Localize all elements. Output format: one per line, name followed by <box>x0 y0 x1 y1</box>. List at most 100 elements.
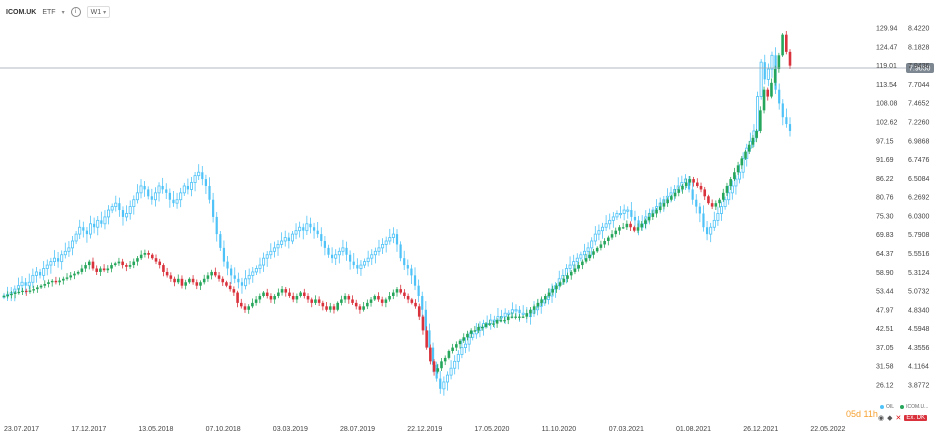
candle-body <box>699 185 703 190</box>
candle-body <box>299 292 302 297</box>
y-tick-label: 119.01 <box>876 63 897 70</box>
candle-body <box>345 247 348 255</box>
candle-body <box>280 289 284 293</box>
candle-body <box>280 240 284 245</box>
candle-body <box>582 250 586 256</box>
candle-body <box>403 292 406 297</box>
candle-body <box>579 254 583 259</box>
candle-body <box>186 185 189 190</box>
candle-body <box>121 210 125 217</box>
candle-body <box>63 250 67 256</box>
candle-body <box>125 213 129 218</box>
candle-body <box>421 316 425 331</box>
candle-body <box>756 96 760 132</box>
legend-item-icom[interactable]: ICOM.U... <box>900 404 928 410</box>
candle-body <box>636 227 640 231</box>
candle-body <box>298 226 302 232</box>
candle-body <box>180 278 184 286</box>
candle-body <box>150 196 153 200</box>
candle-body <box>89 223 93 235</box>
y2-tick-label: 7.9436 <box>908 63 930 70</box>
candle-body <box>45 264 49 269</box>
candle-body <box>710 203 714 207</box>
candle-body <box>506 316 510 321</box>
candle-body <box>290 233 294 242</box>
candle-body <box>199 282 202 286</box>
candle-body <box>80 268 84 272</box>
candle-body <box>736 165 740 173</box>
candle-body <box>734 178 738 187</box>
candle-body <box>597 230 601 235</box>
candle-body <box>759 61 763 97</box>
candle-body <box>618 227 621 231</box>
candle-body <box>391 292 395 297</box>
legend-item-oil[interactable]: OIL <box>880 404 894 410</box>
candle-body <box>347 296 351 300</box>
candle-body <box>243 306 247 310</box>
candle-body <box>601 226 605 232</box>
diamond-icon[interactable]: ◆ <box>887 415 893 422</box>
candle-body <box>47 282 50 284</box>
candle-body <box>320 234 323 241</box>
y-tick-label: 42.51 <box>876 326 894 333</box>
candle-body <box>566 275 569 279</box>
candle-body <box>492 319 496 322</box>
candle-body <box>417 285 420 297</box>
candle-body <box>721 192 725 200</box>
candle-body <box>555 285 558 290</box>
candle-body <box>76 271 80 274</box>
candle-body <box>169 275 173 279</box>
candle-body <box>212 199 215 217</box>
candle-body <box>707 196 710 204</box>
candle-body <box>586 247 590 252</box>
candle-body <box>251 302 254 307</box>
candle-body <box>352 261 355 266</box>
candle-body <box>323 240 326 248</box>
candle-body <box>670 196 673 200</box>
candle-body <box>125 265 128 267</box>
candle-body <box>356 265 359 269</box>
candle-body <box>740 158 744 166</box>
candle-body <box>432 361 436 372</box>
candle-body <box>529 309 532 314</box>
candle-body <box>65 277 69 279</box>
chart-legend: OIL ICOM.U... <box>880 404 928 410</box>
y2-tick-label: 8.1828 <box>908 44 930 51</box>
candle-body <box>464 343 468 348</box>
current-price-badge: 7.9050 <box>909 66 931 73</box>
candle-body <box>206 275 210 279</box>
candle-body <box>354 302 358 307</box>
candle-body <box>32 289 35 291</box>
candle-body <box>781 103 784 118</box>
candle-body <box>191 278 195 283</box>
candle-body <box>632 227 636 231</box>
chevron-down-icon[interactable]: ▾ <box>61 9 65 16</box>
candle-body <box>655 210 658 214</box>
candle-body <box>91 261 95 269</box>
candle-body <box>247 306 250 310</box>
candle-body <box>681 185 684 190</box>
timeframe-selector[interactable]: W1 ▾ <box>86 6 111 18</box>
candle-body <box>217 275 221 279</box>
candle-body <box>42 268 46 276</box>
candle-body <box>380 299 384 303</box>
candle-body <box>714 203 718 207</box>
candle-body <box>316 230 319 235</box>
info-icon[interactable]: i <box>70 7 81 17</box>
candle-body <box>395 234 399 245</box>
eye-icon[interactable]: ◉ <box>878 415 885 422</box>
symbol-label[interactable]: ICOM.UK <box>6 8 37 16</box>
candle-body <box>214 271 217 276</box>
candle-body <box>460 347 464 355</box>
x-tick-label: 23.07.2017 <box>4 426 39 433</box>
candle-body <box>106 268 110 271</box>
candle-body <box>592 251 595 255</box>
close-icon[interactable]: ✕ <box>895 415 902 422</box>
candle-body <box>202 278 206 283</box>
candle-body <box>113 263 117 266</box>
candle-body <box>525 313 529 317</box>
candle-body <box>366 302 369 307</box>
candle-body <box>269 250 273 256</box>
candle-body <box>763 62 766 80</box>
